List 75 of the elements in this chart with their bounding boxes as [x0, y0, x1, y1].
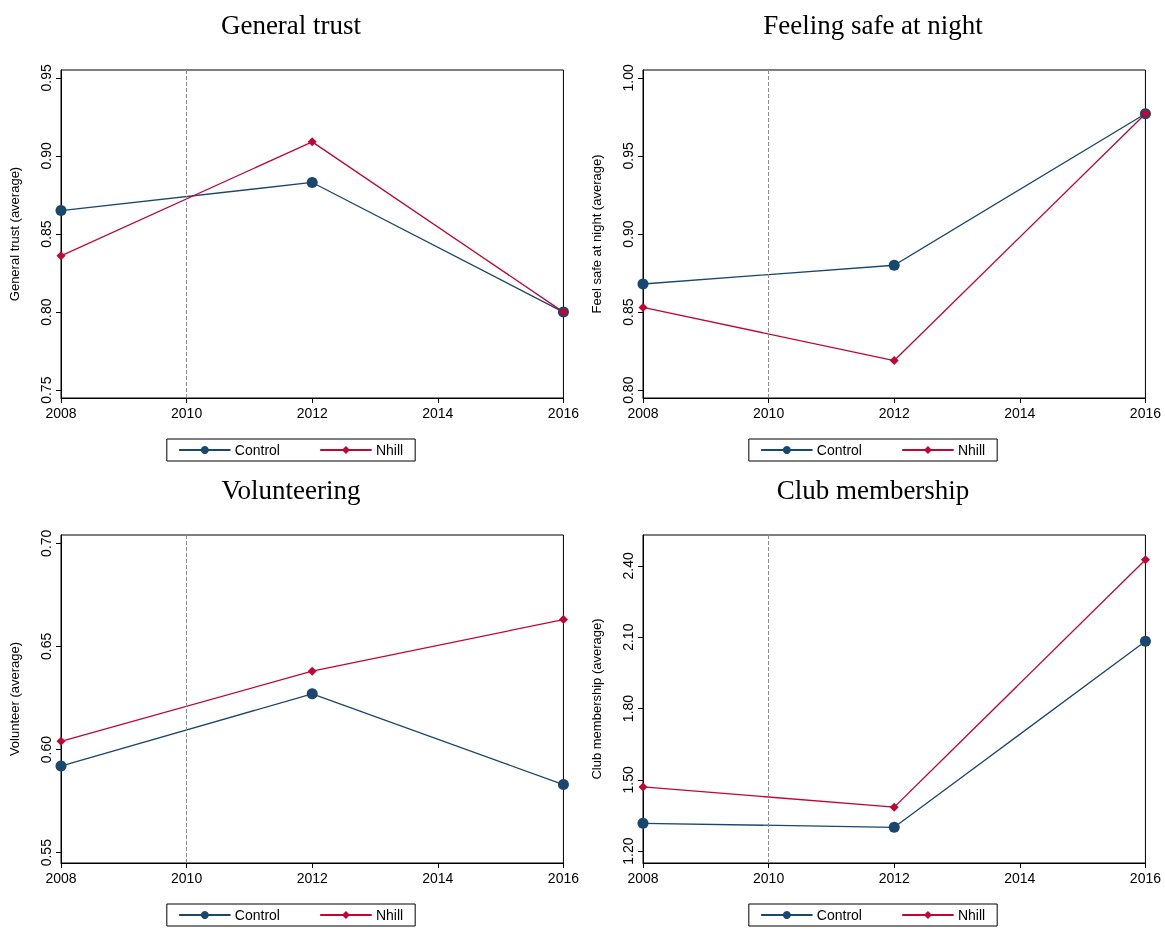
x-tick-label: 2010: [171, 405, 203, 421]
y-tick-label: 2.40: [620, 552, 636, 580]
x-tick-label: 2016: [547, 870, 580, 886]
x-tick-label: 2012: [878, 405, 910, 421]
chart-title: Feeling safe at night: [763, 9, 984, 40]
point: [557, 779, 569, 791]
point: [306, 176, 318, 188]
y-tick-label: 1.50: [620, 765, 636, 794]
y-tick-label: 0.80: [38, 298, 54, 326]
x-tick-label: 2014: [1004, 405, 1036, 421]
x-tick-label: 2014: [422, 405, 454, 421]
point: [638, 302, 648, 312]
y-axis-title: Club membership (average): [589, 618, 604, 780]
x-tick-label: 2010: [171, 870, 203, 886]
y-tick-label: 0.85: [620, 298, 636, 326]
x-tick-label: 2014: [422, 870, 454, 886]
chart-title: Club membership: [776, 474, 970, 505]
x-tick-label: 2016: [1129, 870, 1162, 886]
point: [307, 137, 317, 147]
x-tick-label: 2008: [45, 870, 77, 886]
x-tick-label: 2010: [753, 870, 785, 886]
x-tick-label: 2010: [753, 405, 785, 421]
y-tick-label: 1.80: [620, 694, 636, 723]
y-tick-label: 1.20: [620, 837, 636, 865]
chart-title: General trust: [220, 9, 362, 40]
y-tick-label: 0.55: [38, 838, 54, 867]
point: [889, 356, 899, 366]
point: [637, 817, 649, 829]
point: [889, 802, 899, 812]
x-tick-label: 2008: [627, 405, 659, 421]
y-tick-label: 0.95: [38, 63, 54, 92]
y-tick-label: 2.10: [620, 623, 636, 651]
point: [637, 278, 649, 290]
legend-label: Nhill: [957, 907, 986, 923]
y-axis-title: Feel safe at night (average): [589, 154, 604, 314]
point: [56, 251, 66, 261]
y-tick-label: 0.90: [620, 220, 636, 248]
point: [56, 736, 66, 746]
point: [307, 666, 317, 676]
point: [888, 259, 900, 271]
legend-label: Control: [234, 907, 280, 923]
legend-label: Nhill: [957, 442, 986, 458]
x-tick-label: 2014: [1004, 870, 1036, 886]
x-tick-label: 2008: [627, 870, 659, 886]
x-tick-label: 2012: [296, 405, 328, 421]
x-tick-label: 2016: [547, 405, 580, 421]
point: [55, 760, 67, 772]
x-tick-label: 2012: [878, 870, 910, 886]
y-tick-label: 0.80: [620, 376, 636, 404]
point: [1140, 555, 1150, 565]
y-tick-label: 0.70: [38, 529, 54, 557]
point: [55, 205, 67, 217]
point: [558, 615, 568, 625]
x-tick-label: 2016: [1129, 405, 1162, 421]
legend-label: Control: [816, 442, 862, 458]
x-tick-label: 2012: [296, 870, 328, 886]
y-tick-label: 0.90: [38, 142, 54, 170]
y-axis-title: Volunteer (average): [7, 641, 22, 757]
y-tick-label: 0.65: [38, 632, 54, 661]
legend-label: Nhill: [375, 442, 404, 458]
legend-label: Nhill: [375, 907, 404, 923]
legend-label: Control: [234, 442, 280, 458]
y-tick-label: 0.95: [620, 142, 636, 170]
x-tick-label: 2008: [45, 405, 77, 421]
y-tick-label: 1.00: [620, 63, 636, 92]
point: [888, 821, 900, 833]
y-tick-label: 0.85: [38, 220, 54, 248]
point: [1139, 635, 1151, 647]
point: [306, 688, 318, 700]
y-tick-label: 0.60: [38, 735, 54, 764]
point: [638, 782, 648, 792]
y-tick-label: 0.75: [38, 376, 54, 404]
y-axis-title: General trust (average): [7, 166, 22, 302]
chart-title: Volunteering: [221, 474, 361, 505]
legend-label: Control: [816, 907, 862, 923]
